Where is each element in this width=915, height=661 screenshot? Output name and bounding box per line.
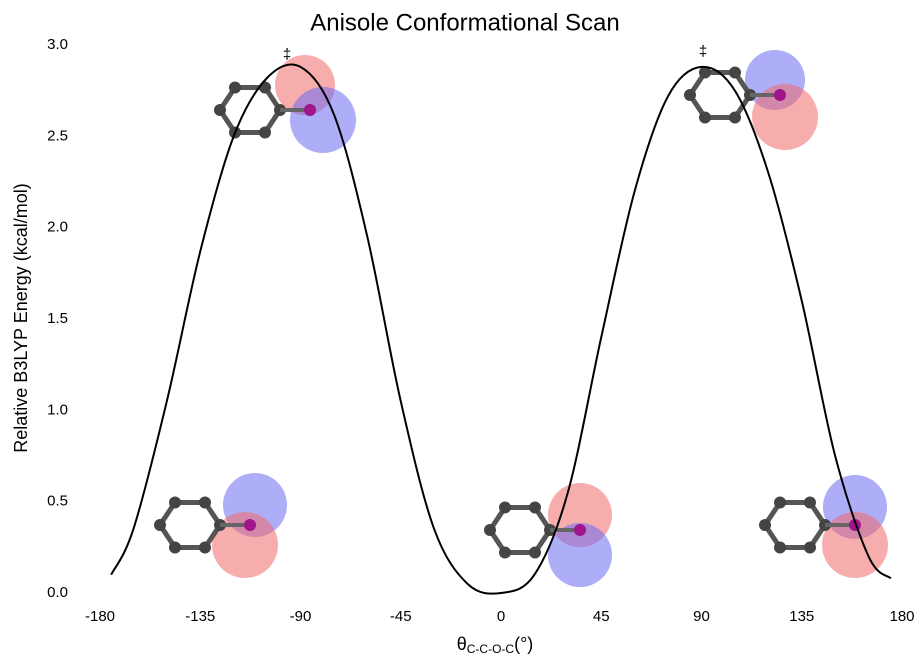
y-tick-label: 1.0 — [47, 401, 68, 418]
x-tick-label: 135 — [789, 608, 814, 625]
y-axis-label: Relative B3LYP Energy (kcal/mol) — [11, 183, 31, 452]
benzene-ring — [220, 87, 280, 132]
atom — [169, 496, 181, 508]
x-tick-label: -135 — [185, 608, 215, 625]
oxygen-atom — [574, 524, 586, 536]
x-tick-label: -90 — [290, 608, 312, 625]
atom — [759, 519, 771, 531]
x-tick-label: 45 — [593, 608, 610, 625]
x-tick-label: 90 — [693, 608, 710, 625]
atom — [684, 89, 696, 101]
atom — [169, 542, 181, 554]
benzene-ring — [765, 502, 825, 547]
benzene-ring — [690, 72, 750, 117]
atom — [729, 66, 741, 78]
x-label-subscript: C-C-O-C — [467, 642, 515, 656]
annotation: ‡ — [283, 46, 291, 63]
atom — [804, 542, 816, 554]
x-axis-label: θC-C-O-C(°) — [457, 634, 534, 656]
x-tick-label: -180 — [85, 608, 115, 625]
atom — [774, 496, 786, 508]
x-tick-label: 180 — [889, 608, 914, 625]
y-tick-label: 2.0 — [47, 219, 68, 236]
atom — [774, 542, 786, 554]
atom — [499, 547, 511, 559]
atom — [529, 501, 541, 513]
atom — [804, 496, 816, 508]
x-label-unit: (°) — [514, 634, 533, 654]
atom — [529, 547, 541, 559]
x-tick-label: -45 — [390, 608, 412, 625]
atom — [199, 542, 211, 554]
y-tick-label: 3.0 — [47, 36, 68, 53]
annotation: ‡ — [699, 43, 707, 60]
chart-title: Anisole Conformational Scan — [310, 9, 620, 36]
molecule-images — [154, 50, 888, 587]
y-tick-label: 1.5 — [47, 310, 68, 327]
atom — [699, 112, 711, 124]
benzene-ring — [490, 507, 550, 552]
chart: Anisole Conformational Scan Relative B3L… — [0, 0, 915, 661]
atom — [259, 81, 271, 93]
orbital-lobe — [290, 87, 356, 153]
atom — [214, 104, 226, 116]
atom — [229, 81, 241, 93]
x-tick-label: 0 — [497, 608, 505, 625]
oxygen-atom — [244, 519, 256, 531]
benzene-ring — [160, 502, 220, 547]
atom — [154, 519, 166, 531]
y-tick-label: 2.5 — [47, 127, 68, 144]
x-label-symbol: θ — [457, 634, 467, 654]
atom — [499, 501, 511, 513]
atom — [484, 524, 496, 536]
oxygen-atom — [304, 104, 316, 116]
y-tick-label: 0.5 — [47, 493, 68, 510]
y-tick-label: 0.0 — [47, 584, 68, 601]
oxygen-atom — [774, 89, 786, 101]
atom — [259, 127, 271, 139]
atom — [199, 496, 211, 508]
atom — [729, 112, 741, 124]
